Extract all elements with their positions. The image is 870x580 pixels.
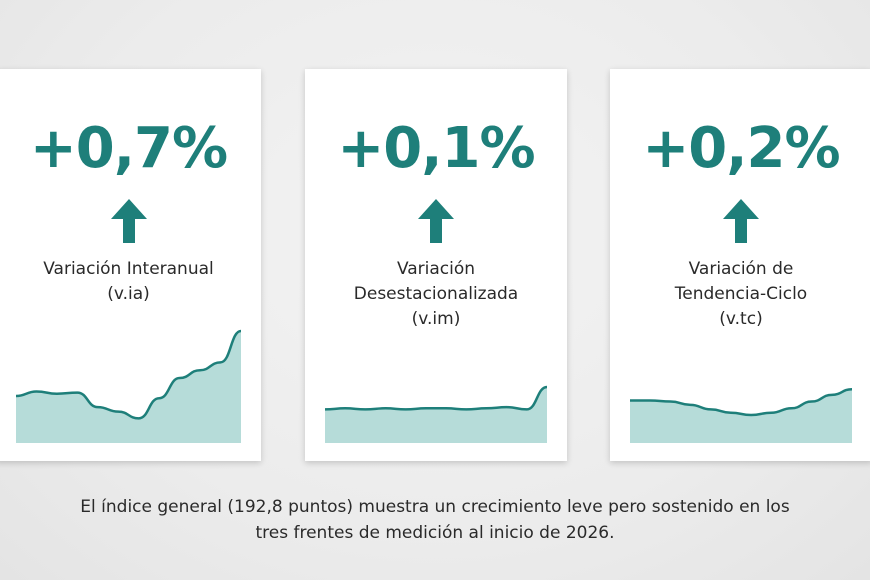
- sparkline-chart: [15, 329, 242, 443]
- label-line: (v.ia): [107, 284, 150, 304]
- variation-label: Variación Desestacionalizada (v.im): [305, 257, 567, 332]
- variation-value: +0,1%: [337, 116, 535, 181]
- card-desestacionalizada: +0,1% Variación Desestacionalizada (v.im…: [305, 69, 567, 461]
- caption-line: El índice general (192,8 puntos) muestra…: [80, 497, 790, 517]
- variation-value: +0,2%: [642, 116, 840, 181]
- card-tendencia-ciclo: +0,2% Variación de Tendencia-Ciclo (v.tc…: [610, 69, 870, 461]
- label-line: Variación Interanual: [43, 259, 214, 279]
- arrow-up-icon: [110, 199, 147, 243]
- variation-label: Variación Interanual (v.ia): [0, 257, 261, 307]
- sparkline-area: [16, 331, 241, 443]
- label-line: (v.im): [411, 309, 461, 329]
- sparkline-area: [630, 389, 852, 443]
- card-interanual: +0,7% Variación Interanual (v.ia): [0, 69, 261, 461]
- label-line: Desestacionalizada: [353, 284, 519, 304]
- sparkline-line: [15, 329, 242, 420]
- label-line: Tendencia-Ciclo: [674, 284, 808, 304]
- arrow-up-icon: [723, 199, 759, 243]
- variation-label: Variación de Tendencia-Ciclo (v.tc): [610, 257, 870, 332]
- sparkline-chart: [324, 385, 548, 443]
- sparkline-area: [325, 387, 547, 443]
- label-line: Variación de: [688, 259, 794, 279]
- sparkline-line: [324, 385, 548, 411]
- caption-line: tres frentes de medición al inicio de 20…: [255, 523, 615, 543]
- variation-value: +0,7%: [29, 116, 228, 181]
- arrow-up-icon: [418, 199, 454, 243]
- caption: El índice general (192,8 puntos) muestra…: [0, 494, 870, 546]
- label-line: Variación: [396, 259, 476, 279]
- sparkline-chart: [630, 387, 853, 443]
- sparkline-line: [630, 387, 853, 417]
- label-line: (v.tc): [719, 309, 763, 329]
